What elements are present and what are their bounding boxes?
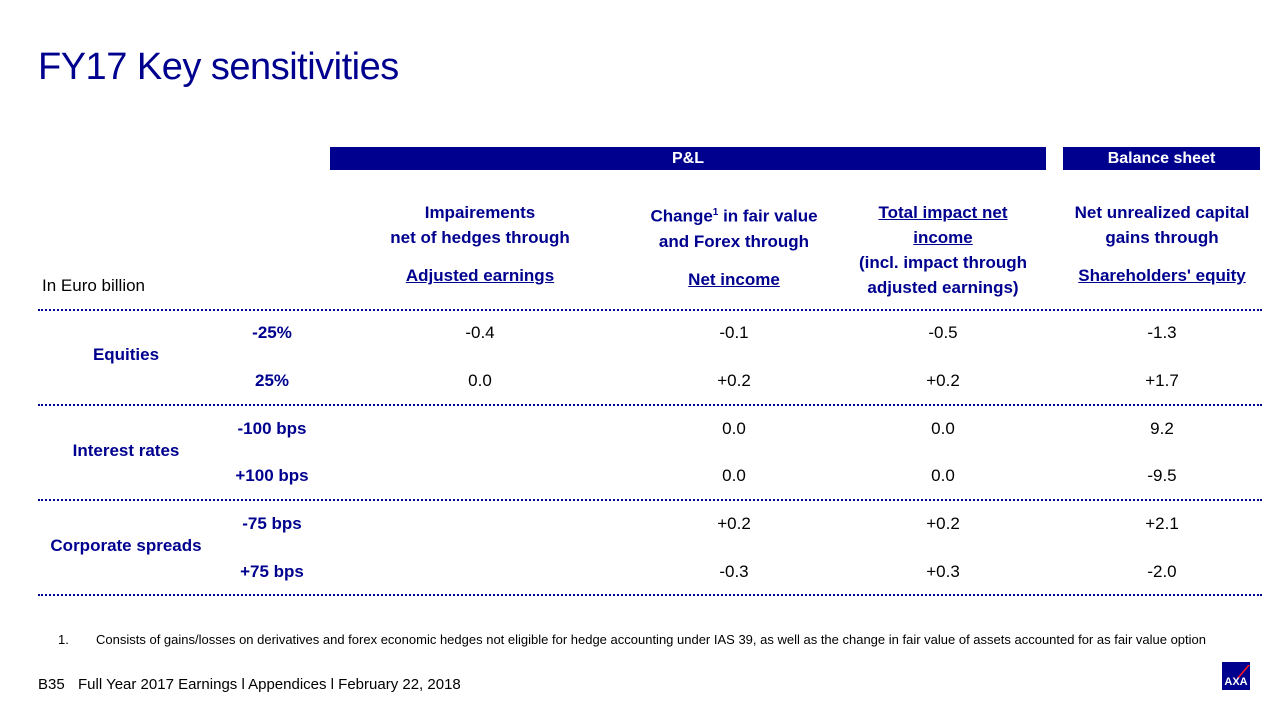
cell-total: 0.0 [931, 466, 955, 485]
change-line1a: Change [650, 206, 713, 226]
pl-band: P&L [330, 147, 1046, 170]
cell-total: +0.2 [926, 371, 960, 390]
axa-logo: AXA [1222, 662, 1250, 690]
column-header-unrealized: Net unrealized capital gains through Sha… [1057, 200, 1267, 288]
change-line2: and Forex through [658, 231, 810, 251]
axa-logo-slash-icon [1237, 665, 1250, 678]
impairments-line3: Adjusted earnings [405, 266, 555, 285]
column-header-total: Total impact net income (incl. impact th… [843, 200, 1043, 300]
cell-total: 0.0 [931, 419, 955, 438]
cell-total: +0.2 [926, 514, 960, 533]
cell-change: +0.2 [717, 514, 751, 533]
change-line1: Change1 in fair value [634, 200, 834, 229]
unit-label: In Euro billion [42, 276, 146, 295]
row-label: -100 bps [237, 419, 307, 438]
cell-unrealized: 9.2 [1150, 419, 1174, 438]
cell-unrealized: +2.1 [1145, 514, 1179, 533]
total-line4: adjusted earnings) [867, 278, 1019, 297]
impairments-line1: Impairements [424, 203, 536, 222]
divider [38, 499, 1262, 501]
footnote-ref: 1 [712, 207, 719, 218]
total-line2: income [913, 228, 973, 247]
group-label-equities: Equities [92, 345, 160, 364]
balance-sheet-band: Balance sheet [1063, 147, 1260, 170]
cell-unrealized: -1.3 [1147, 323, 1177, 342]
change-line3: Net income [688, 269, 780, 289]
unrealized-line3: Shareholders' equity [1078, 266, 1246, 285]
footer-text: Full Year 2017 Earnings l Appendices l F… [78, 676, 461, 693]
cell-total: +0.3 [926, 562, 960, 581]
cell-change: -0.3 [719, 562, 749, 581]
cell-change: 0.0 [722, 466, 746, 485]
cell-total: -0.5 [928, 323, 958, 342]
divider [38, 594, 1262, 596]
cell-unrealized: +1.7 [1145, 371, 1179, 390]
group-label-interest-rates: Interest rates [72, 441, 180, 460]
total-line1: Total impact net [878, 203, 1008, 222]
cell-impairments: -0.4 [465, 323, 495, 342]
total-line3: (incl. impact through [858, 253, 1028, 272]
page-title: FY17 Key sensitivities [38, 46, 399, 88]
footnote-number: 1. [58, 632, 69, 647]
row-label: +100 bps [235, 466, 309, 485]
page-number: B35 [38, 676, 65, 693]
cell-unrealized: -9.5 [1147, 466, 1177, 485]
column-header-change: Change1 in fair value and Forex through … [634, 200, 834, 292]
cell-change: -0.1 [719, 323, 749, 342]
footer: B35 Full Year 2017 Earnings l Appendices … [38, 676, 461, 693]
divider [38, 309, 1262, 311]
change-line1b: in fair value [718, 206, 818, 226]
divider [38, 404, 1262, 406]
row-label: -75 bps [242, 514, 302, 533]
row-label: -25% [252, 323, 292, 342]
footnote: 1. Consists of gains/losses on derivative… [58, 632, 1206, 647]
row-label: +75 bps [240, 562, 304, 581]
column-header-impairments: Impairements net of hedges through Adjus… [370, 200, 590, 288]
logo-text: AXA [1224, 676, 1248, 688]
cell-change: +0.2 [717, 371, 751, 390]
cell-change: 0.0 [722, 419, 746, 438]
cell-impairments: 0.0 [468, 371, 492, 390]
unrealized-line2: gains through [1105, 228, 1219, 247]
cell-unrealized: -2.0 [1147, 562, 1177, 581]
unrealized-line1: Net unrealized capital [1074, 203, 1250, 222]
row-label: 25% [254, 371, 290, 390]
impairments-line2: net of hedges through [390, 228, 570, 247]
group-label-corporate-spreads: Corporate spreads [50, 536, 202, 555]
footnote-text: Consists of gains/losses on derivatives … [96, 632, 1206, 647]
